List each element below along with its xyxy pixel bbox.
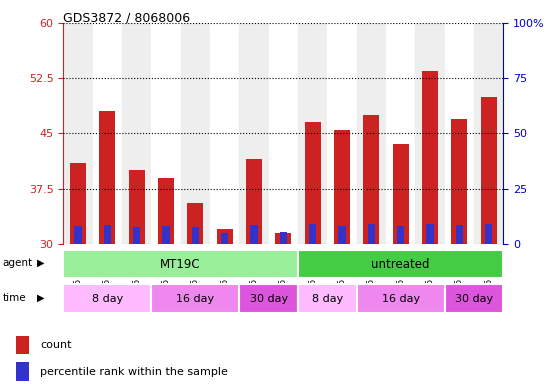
Bar — [305, 122, 321, 244]
Text: untreated: untreated — [371, 258, 430, 270]
Bar — [103, 225, 111, 244]
Bar — [298, 23, 327, 244]
Bar — [74, 226, 81, 244]
Text: 8 day: 8 day — [312, 293, 343, 304]
Bar — [363, 115, 379, 244]
Bar — [63, 284, 151, 313]
Bar — [16, 362, 30, 381]
Text: 8 day: 8 day — [92, 293, 123, 304]
Bar — [422, 71, 438, 244]
Bar — [133, 227, 140, 244]
Bar — [162, 226, 169, 244]
Bar — [246, 159, 262, 244]
Bar — [356, 284, 444, 313]
Bar — [298, 284, 356, 313]
Bar — [444, 23, 474, 244]
Bar — [187, 204, 204, 244]
Bar — [239, 23, 268, 244]
Bar — [334, 130, 350, 244]
Bar — [129, 170, 145, 244]
Text: ▶: ▶ — [37, 258, 45, 268]
Text: time: time — [3, 293, 26, 303]
Bar — [210, 23, 239, 244]
Bar — [298, 250, 503, 278]
Bar — [327, 23, 356, 244]
Bar — [279, 232, 287, 244]
Bar — [356, 23, 386, 244]
Bar — [426, 224, 433, 244]
Text: 16 day: 16 day — [382, 293, 420, 304]
Bar — [367, 224, 375, 244]
Bar — [63, 23, 92, 244]
Text: 30 day: 30 day — [250, 293, 288, 304]
Bar — [451, 119, 468, 244]
Bar — [268, 23, 298, 244]
Text: percentile rank within the sample: percentile rank within the sample — [40, 367, 228, 377]
Bar — [70, 163, 86, 244]
Text: GDS3872 / 8068006: GDS3872 / 8068006 — [63, 12, 190, 25]
Bar — [474, 23, 503, 244]
Bar — [481, 97, 497, 244]
Text: agent: agent — [3, 258, 33, 268]
Bar — [455, 225, 463, 244]
Bar — [250, 225, 257, 244]
Text: 30 day: 30 day — [455, 293, 493, 304]
Bar — [444, 284, 503, 313]
Text: ▶: ▶ — [37, 293, 45, 303]
Bar — [158, 178, 174, 244]
Bar — [275, 233, 292, 244]
Bar — [397, 226, 404, 244]
Bar — [122, 23, 151, 244]
Bar — [151, 284, 239, 313]
Bar — [16, 336, 30, 354]
Text: MT19C: MT19C — [160, 258, 201, 270]
Bar — [309, 224, 316, 244]
Text: 16 day: 16 day — [176, 293, 214, 304]
Bar — [338, 226, 345, 244]
Bar — [239, 284, 298, 313]
Bar — [386, 23, 415, 244]
Bar — [217, 229, 233, 244]
Bar — [180, 23, 210, 244]
Text: count: count — [40, 340, 72, 350]
Bar — [485, 224, 492, 244]
Bar — [99, 111, 116, 244]
Bar — [92, 23, 122, 244]
Bar — [221, 233, 228, 244]
Bar — [191, 227, 199, 244]
Bar — [63, 250, 298, 278]
Bar — [151, 23, 180, 244]
Bar — [415, 23, 444, 244]
Bar — [393, 144, 409, 244]
